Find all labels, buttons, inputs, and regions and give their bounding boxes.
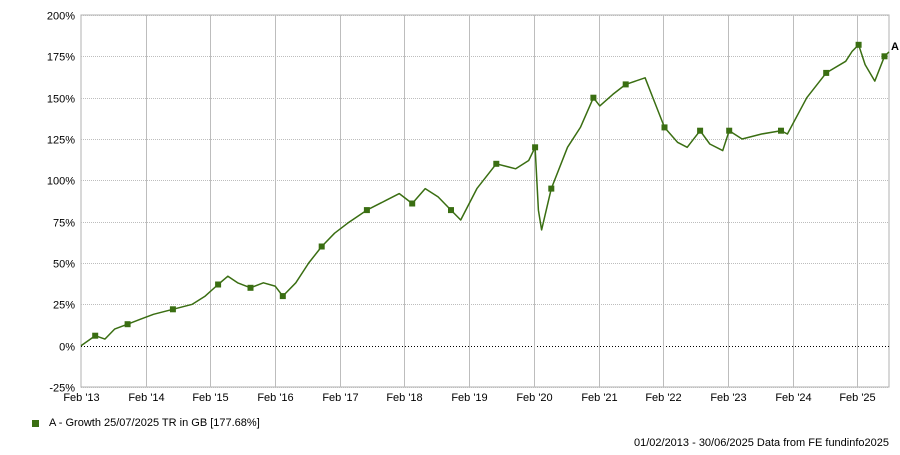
series-marker [661,124,668,131]
y-tick-label: 50% [53,259,75,271]
legend: A - Growth 25/07/2025 TR in GB [177.68%] [32,417,260,429]
y-tick-label: 150% [47,94,75,106]
y-tick-label: 100% [47,176,75,188]
series-marker [532,144,539,151]
legend-label: A - Growth 25/07/2025 TR in GB [177.68%] [49,417,260,429]
series-layer: A [80,41,899,347]
y-tick-label: 175% [47,52,75,64]
series-marker [92,332,99,339]
x-tick-label: Feb '17 [322,392,358,404]
x-tick-label: Feb '21 [581,392,617,404]
x-tick-label: Feb '14 [128,392,164,404]
series-marker [169,306,176,313]
y-tick-label: 75% [53,218,75,230]
series-marker [590,94,597,101]
y-tick-label: 125% [47,135,75,147]
series-marker [409,200,416,207]
series-marker [881,53,888,60]
plot-frame [80,14,890,388]
x-tick-label: Feb '23 [710,392,746,404]
footer-source: 01/02/2013 - 30/06/2025 Data from FE fun… [633,437,889,449]
legend-swatch [32,419,39,427]
y-tick-label: 25% [53,300,75,312]
x-tick-label: Feb '18 [386,392,422,404]
series-marker [279,293,286,300]
series-marker [363,207,370,214]
y-tick-label: 0% [59,342,75,354]
series-marker [778,127,784,134]
series-line [80,44,890,347]
y-tick-label: -25% [49,383,75,395]
x-tick-label: Feb '19 [451,392,487,404]
y-axis: -25% 0% 25% 50% 75% 100% 125% 150% 175% 200% [47,11,75,395]
series-marker [448,207,454,214]
series-marker [697,127,704,134]
x-tick-label: Feb '13 [63,392,99,404]
series-marker [622,81,629,88]
series-marker [493,160,500,167]
x-tick-label: Feb '16 [257,392,293,404]
series-marker [823,69,830,76]
x-tick-label: Feb '24 [775,392,811,404]
series-marker [548,185,555,192]
series-marker [124,321,131,328]
x-tick-label: Feb '15 [192,392,228,404]
series-marker [247,284,254,291]
x-tick-label: Feb '25 [839,392,875,404]
x-axis: Feb '13 Feb '14 Feb '15 Feb '16 Feb '17 Feb '… [63,392,875,404]
series-marker [855,41,862,48]
series-marker [726,127,733,134]
y-tick-label: 200% [47,11,75,23]
grid-layer [80,14,890,388]
series-marker [215,281,222,288]
x-tick-label: Feb '22 [645,392,681,404]
series-marker [318,243,325,250]
x-tick-label: Feb '20 [516,392,552,404]
series-end-label: A [891,41,899,53]
